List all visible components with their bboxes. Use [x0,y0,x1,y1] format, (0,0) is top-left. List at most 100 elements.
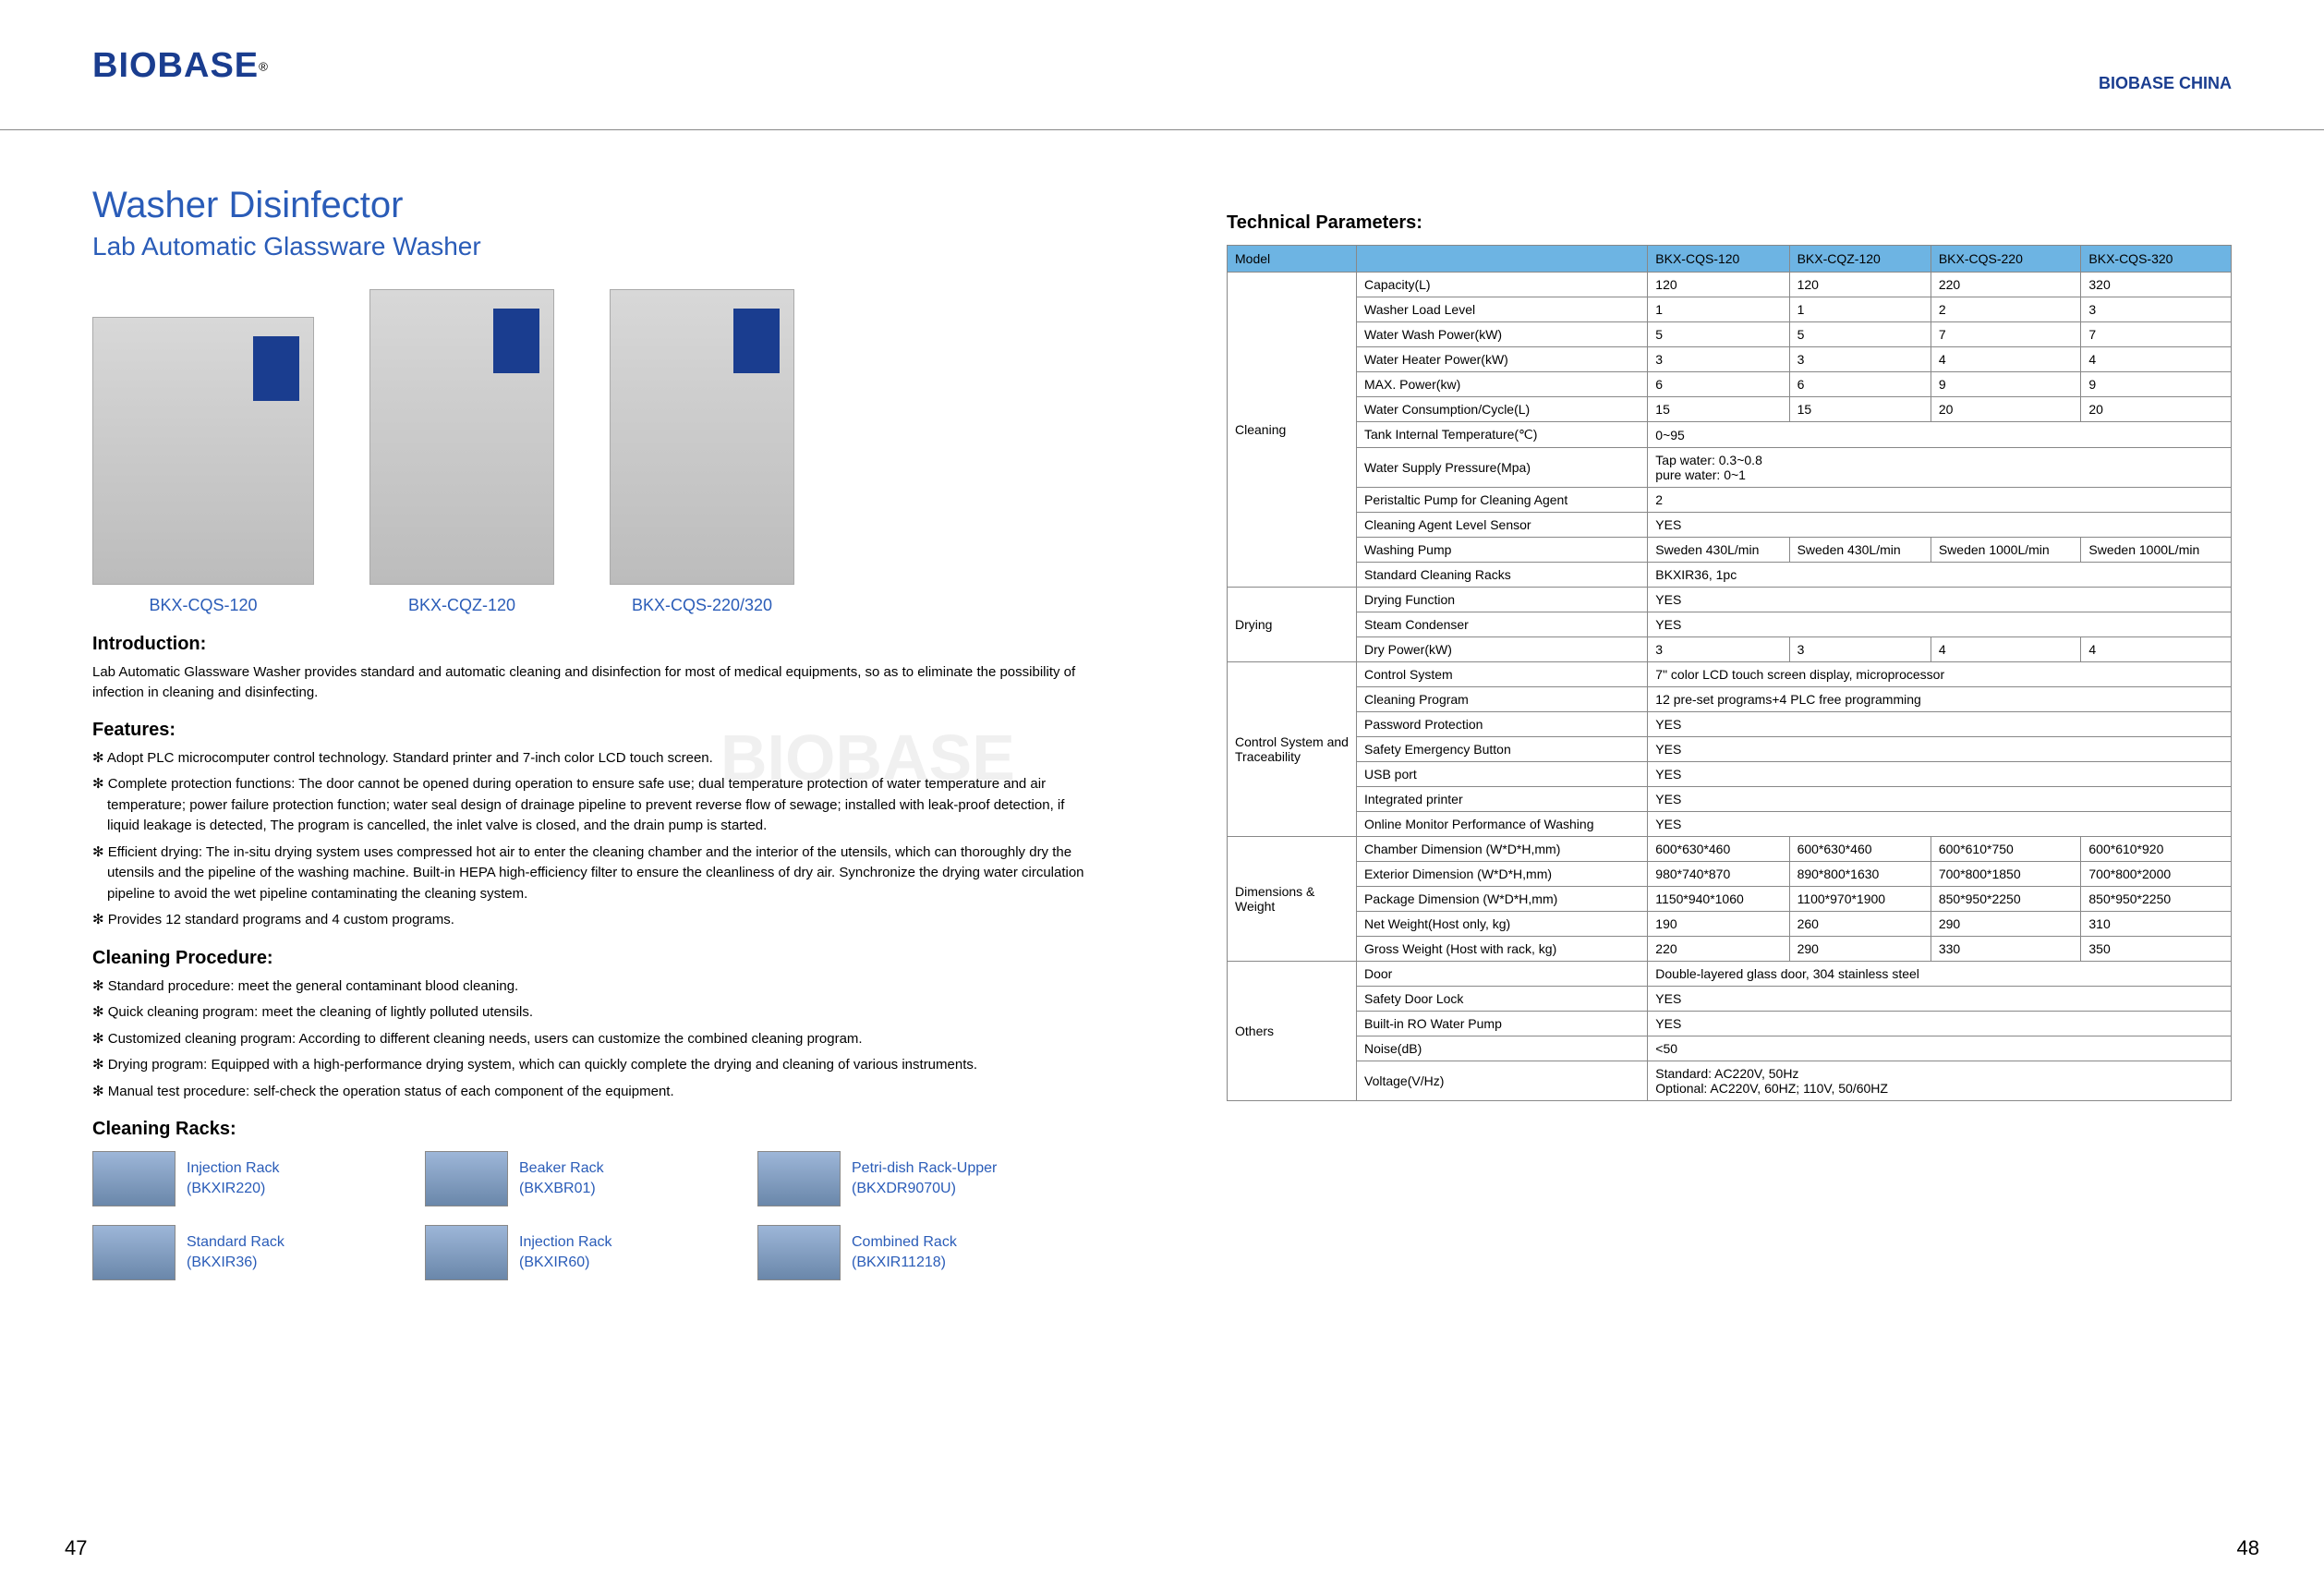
value-cell: 3 [1789,637,1931,662]
intro-heading: Introduction: [92,634,1097,655]
rack-label: Petri-dish Rack-Upper(BKXDR9070U) [852,1158,997,1200]
table-row: Exterior Dimension (W*D*H,mm)980*740*870… [1228,862,2232,887]
param-cell: Water Heater Power(kW) [1357,347,1648,372]
table-row: MAX. Power(kw)6699 [1228,372,2232,397]
rack-label: Injection Rack(BKXIR220) [187,1158,280,1200]
value-cell: 290 [1789,937,1931,962]
list-item: Manual test procedure: self-check the op… [92,1082,1097,1103]
value-cell: 5 [1648,322,1789,347]
param-cell: Capacity(L) [1357,273,1648,297]
racks-heading: Cleaning Racks: [92,1119,1097,1140]
param-cell: Noise(dB) [1357,1036,1648,1061]
table-row: DryingDrying FunctionYES [1228,588,2232,612]
th-model-col: BKX-CQS-320 [2081,246,2232,273]
category-cell: Dimensions & Weight [1228,837,1357,962]
page-number-left: 47 [65,1536,87,1560]
table-row: Online Monitor Performance of WashingYES [1228,812,2232,837]
table-row: Voltage(V/Hz)Standard: AC220V, 50HzOptio… [1228,1061,2232,1101]
table-row: Tank Internal Temperature(℃)0~95 [1228,422,2232,448]
param-cell: Voltage(V/Hz) [1357,1061,1648,1101]
value-cell: 850*950*2250 [1931,887,2081,912]
param-cell: Safety Emergency Button [1357,737,1648,762]
param-cell: Washing Pump [1357,538,1648,563]
product-images-row: BKX-CQS-120BKX-CQZ-120BKX-CQS-220/320 [92,289,1097,615]
rack-image [757,1225,841,1280]
list-item: Quick cleaning program: meet the cleanin… [92,1002,1097,1024]
value-cell: 12 pre-set programs+4 PLC free programmi… [1648,687,2232,712]
value-cell: 3 [1648,347,1789,372]
value-cell: YES [1648,737,2232,762]
value-cell: Tap water: 0.3~0.8pure water: 0~1 [1648,448,2232,488]
value-cell: 890*800*1630 [1789,862,1931,887]
table-row: Cleaning Agent Level SensorYES [1228,513,2232,538]
rack-image [757,1151,841,1206]
spec-table: ModelBKX-CQS-120BKX-CQZ-120BKX-CQS-220BK… [1227,245,2232,1101]
value-cell: 350 [2081,937,2232,962]
value-cell: Sweden 1000L/min [2081,538,2232,563]
table-row: Standard Cleaning RacksBKXIR36, 1pc [1228,563,2232,588]
list-item: Complete protection functions: The door … [92,774,1097,837]
registered-mark: ® [259,60,268,74]
brand-logo: BIOBASE [92,46,259,85]
value-cell: 15 [1789,397,1931,422]
intro-text: Lab Automatic Glassware Washer provides … [92,662,1097,703]
value-cell: 220 [1931,273,2081,297]
rack-image [425,1225,508,1280]
page-subtitle: Lab Automatic Glassware Washer [92,232,1097,261]
param-cell: Gross Weight (Host with rack, kg) [1357,937,1648,962]
param-cell: Standard Cleaning Racks [1357,563,1648,588]
table-row: Gross Weight (Host with rack, kg)2202903… [1228,937,2232,962]
value-cell: 310 [2081,912,2232,937]
value-cell: 120 [1789,273,1931,297]
table-row: Washing PumpSweden 430L/minSweden 430L/m… [1228,538,2232,563]
param-cell: Safety Door Lock [1357,987,1648,1012]
value-cell: 700*800*1850 [1931,862,2081,887]
rack-label: Combined Rack(BKXIR11218) [852,1232,957,1274]
value-cell: 3 [1648,637,1789,662]
param-cell: Cleaning Program [1357,687,1648,712]
value-cell: Standard: AC220V, 50HzOptional: AC220V, … [1648,1061,2232,1101]
param-cell: Password Protection [1357,712,1648,737]
table-row: Integrated printerYES [1228,787,2232,812]
value-cell: 3 [1789,347,1931,372]
param-cell: Steam Condenser [1357,612,1648,637]
param-cell: Peristaltic Pump for Cleaning Agent [1357,488,1648,513]
rack-image [92,1225,176,1280]
value-cell: 600*630*460 [1789,837,1931,862]
param-cell: Online Monitor Performance of Washing [1357,812,1648,837]
param-cell: Water Consumption/Cycle(L) [1357,397,1648,422]
category-cell: Cleaning [1228,273,1357,588]
table-row: Water Heater Power(kW)3344 [1228,347,2232,372]
param-cell: Water Wash Power(kW) [1357,322,1648,347]
procedure-heading: Cleaning Procedure: [92,948,1097,969]
value-cell: 120 [1648,273,1789,297]
list-item: Adopt PLC microcomputer control technolo… [92,748,1097,770]
param-cell: Package Dimension (W*D*H,mm) [1357,887,1648,912]
value-cell: YES [1648,712,2232,737]
value-cell: 9 [2081,372,2232,397]
table-row: Water Wash Power(kW)5577 [1228,322,2232,347]
value-cell: YES [1648,987,2232,1012]
product-label: BKX-CQS-220/320 [610,596,794,615]
value-cell: 320 [2081,273,2232,297]
table-row: OthersDoorDouble-layered glass door, 304… [1228,962,2232,987]
value-cell: 290 [1931,912,2081,937]
list-item: Customized cleaning program: According t… [92,1029,1097,1050]
value-cell: 4 [2081,637,2232,662]
value-cell: 600*610*750 [1931,837,2081,862]
table-row: Washer Load Level1123 [1228,297,2232,322]
value-cell: 6 [1789,372,1931,397]
value-cell: YES [1648,762,2232,787]
value-cell: <50 [1648,1036,2232,1061]
table-row: Safety Door LockYES [1228,987,2232,1012]
param-cell: Built-in RO Water Pump [1357,1012,1648,1036]
value-cell: 600*610*920 [2081,837,2232,862]
value-cell: 20 [1931,397,2081,422]
header-brand: BIOBASE [2099,74,2174,92]
value-cell: 1100*970*1900 [1789,887,1931,912]
category-cell: Control System and Traceability [1228,662,1357,837]
list-item: Provides 12 standard programs and 4 cust… [92,910,1097,931]
header-country: CHINA [2179,74,2232,92]
rack-item: Combined Rack(BKXIR11218) [757,1225,1053,1280]
param-cell: Net Weight(Host only, kg) [1357,912,1648,937]
